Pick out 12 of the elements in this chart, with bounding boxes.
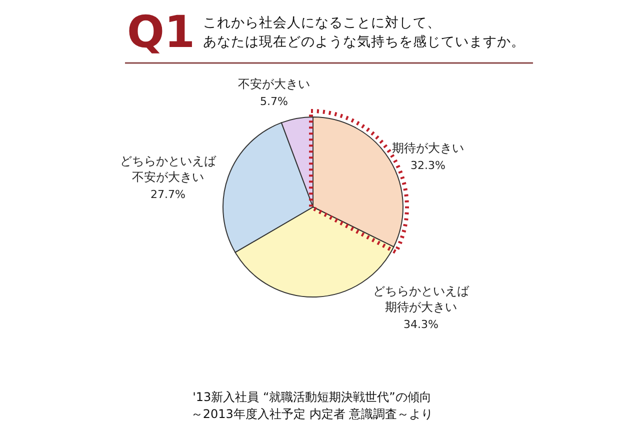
data-label: 27.7% (150, 188, 186, 201)
text: ～2013年度入社予定 内定者 意識調査～より (190, 407, 434, 421)
data-label: 32.3% (410, 159, 446, 172)
data-label: 34.3% (404, 318, 438, 331)
text: '13新入社員 “就職活動短期決戦世代”の傾向 (192, 390, 432, 404)
chart-title: Q1 (127, 7, 196, 58)
data-label: 5.7% (260, 95, 288, 108)
slice-label: 期待が大きい (392, 141, 464, 155)
slice-label: どちらかといえば期待が大きい (373, 284, 470, 314)
slice-label: 不安が大きい (238, 77, 310, 91)
chart-subtitle: これから社会人になることに対して、あなたは現在どのような気持ちを感じていますか。 (203, 15, 525, 50)
slice-label: どちらかといえば不安が大きい (120, 154, 217, 184)
